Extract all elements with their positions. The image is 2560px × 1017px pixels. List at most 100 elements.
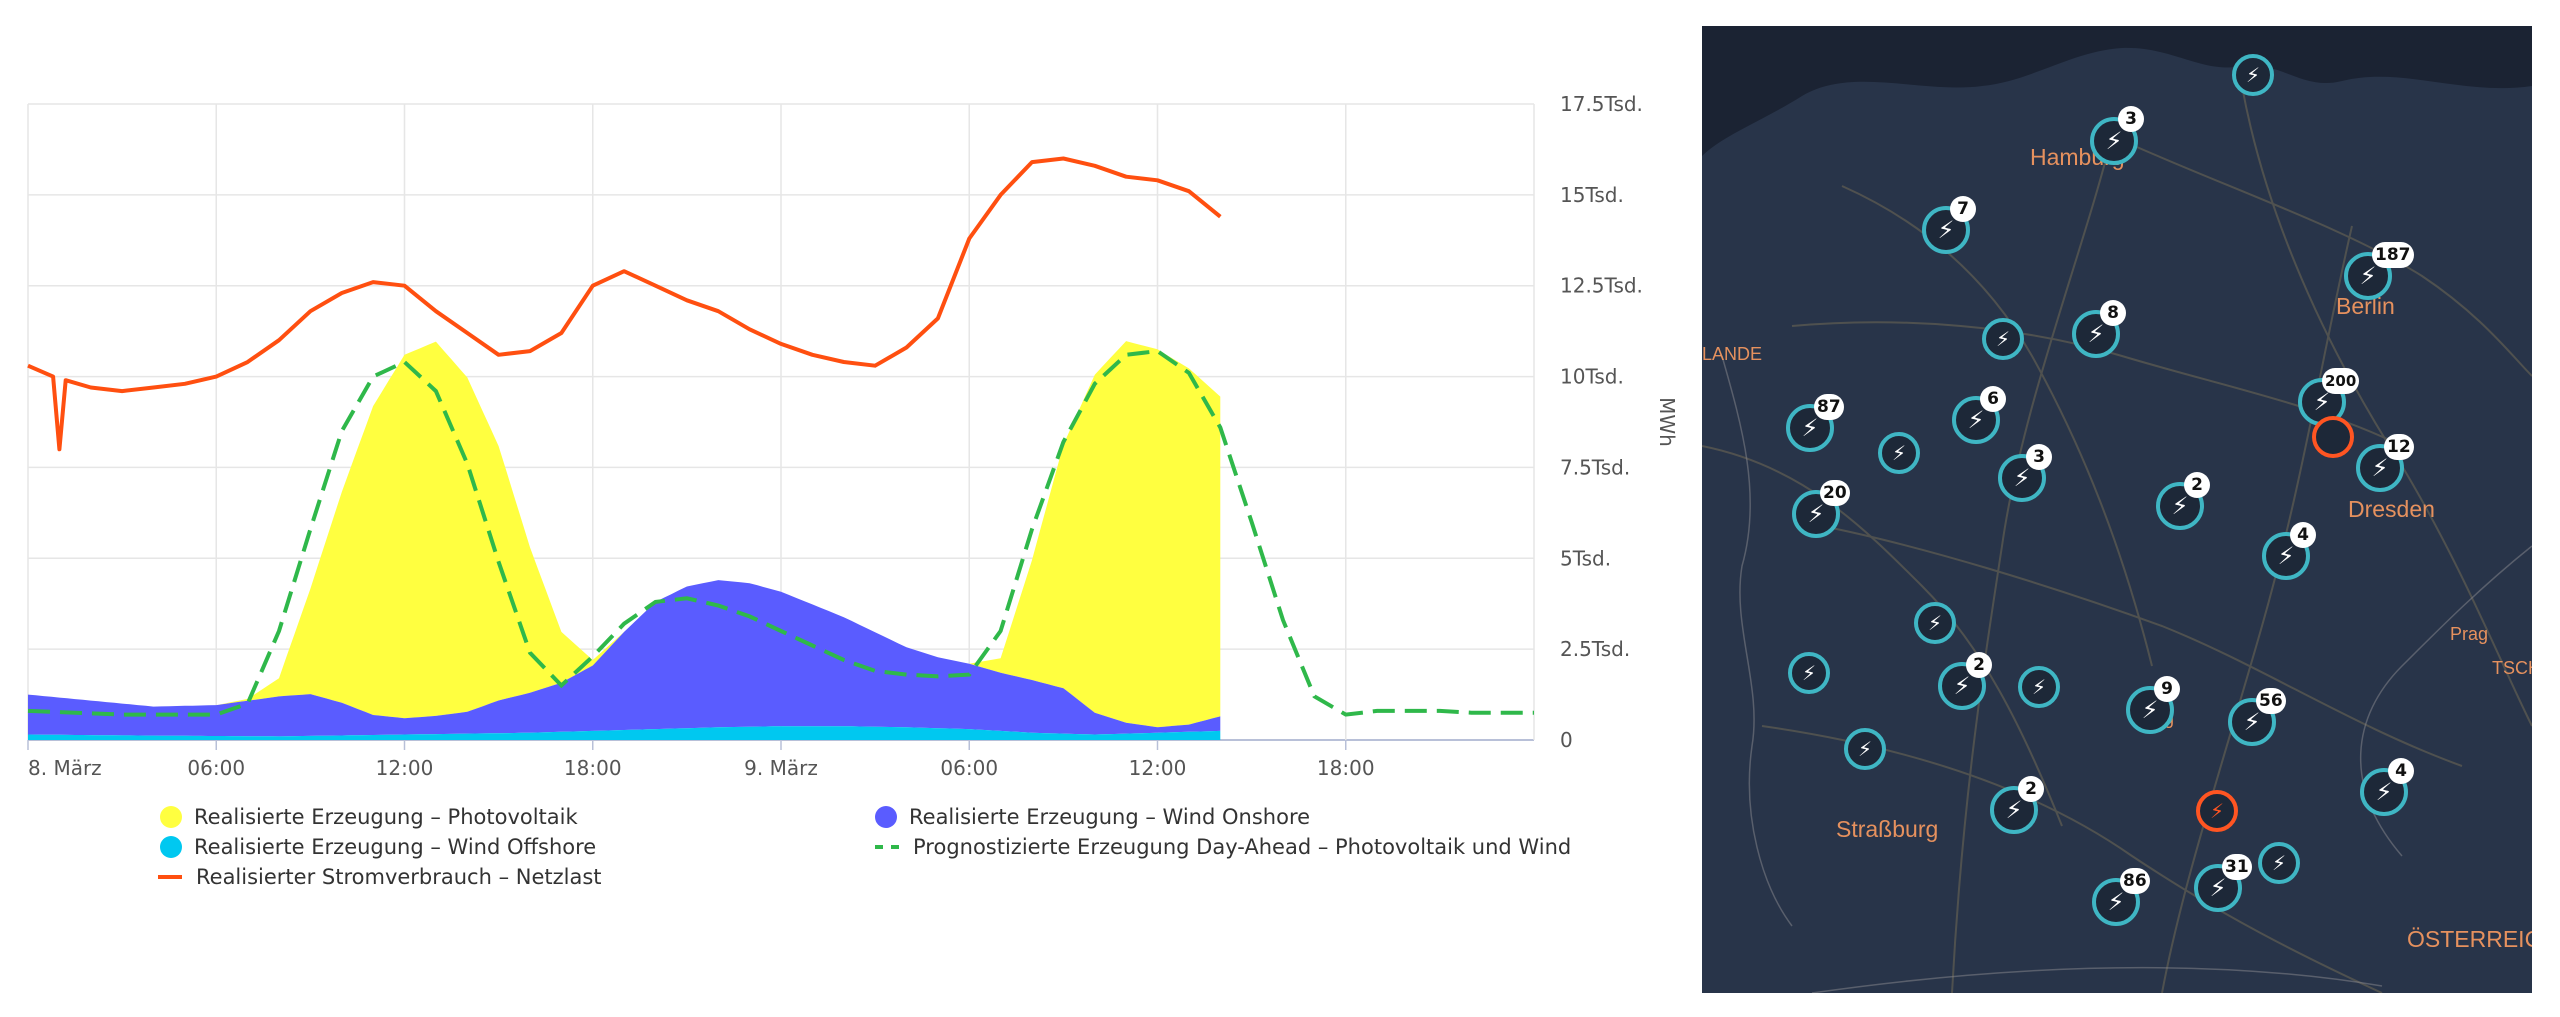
line-netzlast [27,156,1222,452]
area-wind-onshore [28,580,1221,737]
map-marker[interactable]: ⚡ [1844,728,1886,770]
person-lightning-icon: ⚡ [1953,672,1971,700]
city-label: Dresden [2348,496,2435,522]
legend-item-wind-offshore[interactable]: Realisierte Erzeugung – Wind Offshore [160,835,596,859]
legend-line-icon [158,875,182,879]
chart-legend: Realisierte Erzeugung – Photovoltaik Rea… [150,805,1600,915]
map-marker[interactable]: ⚡ [1878,432,1920,474]
y-tick-label: 2.5Tsd. [1560,637,1630,661]
area-photovoltaik [28,341,1221,728]
y-tick-label: 10Tsd. [1560,365,1624,389]
map-marker[interactable]: ⚡ [1982,318,2024,360]
map-marker[interactable]: ⚡ [1914,602,1956,644]
line-prognose [27,349,1534,717]
lightning-icon: ⚡ [2271,851,2287,875]
legend-item-photovoltaik[interactable]: Realisierte Erzeugung – Photovoltaik [160,805,578,829]
city-label: Prag [2450,624,2489,644]
person-lightning-icon: ⚡ [1801,414,1819,442]
map-marker[interactable]: ⚡ [2232,54,2274,96]
map-marker[interactable]: ⚡ [2156,482,2204,530]
map-marker[interactable]: ⚡ [2018,666,2060,708]
person-lightning-icon: ⚡ [1807,500,1825,528]
person-lightning-icon: ⚡ [1967,406,1985,434]
person-lightning-icon: ⚡ [1937,216,1955,244]
y-tick-label: 12.5Tsd. [1560,274,1643,298]
person-lightning-icon: ⚡ [2359,262,2377,290]
marker-count-badge: 3 [2118,106,2144,132]
city-label: ÖSTERREICH [2407,926,2532,952]
marker-count-badge: 4 [2388,758,2414,784]
map-marker[interactable]: ⚡ [2258,842,2300,884]
legend-label: Realisierte Erzeugung – Wind Offshore [194,835,597,859]
person-lightning-icon: ⚡ [1995,327,2011,351]
person-lightning-icon: ⚡ [2105,127,2123,155]
marker-count-badge: 2 [2184,472,2210,498]
y-tick-label: 17.5Tsd. [1560,92,1643,116]
person-lightning-icon: ⚡ [1891,441,1907,465]
area-wind-offshore [28,726,1221,740]
marker-count-badge: 87 [1814,394,1844,420]
legend-label: Prognostizierte Erzeugung Day-Ahead – Ph… [913,835,1572,859]
person-lightning-icon: ⚡ [2375,778,2393,806]
person-lightning-icon: ⚡ [2107,888,2125,916]
chart-lines [27,156,1534,717]
marker-count-badge: 7 [1950,196,1976,222]
y-axis-label: MWh [1655,397,1679,447]
map-marker-highlight[interactable] [2312,416,2354,458]
marker-count-badge: 187 [2372,242,2414,268]
germany-map[interactable]: Hamburg Berlin Dresden Straßburg ÖSTERRE… [1702,26,2532,993]
legend-dot-icon [160,806,182,828]
person-lightning-icon: ⚡ [2005,796,2023,824]
chart: 8. März 06:00 12:00 18:00 9. März 06:00 12:00 1… [27,92,1679,780]
marker-count-badge: 2 [2018,776,2044,802]
map-marker[interactable]: ⚡ [1922,206,1970,254]
person-lightning-icon: ⚡ [2371,454,2389,482]
legend-item-wind-onshore[interactable]: Realisierte Erzeugung – Wind Onshore [875,805,1310,829]
marker-count-badge: 20 [1820,480,1850,506]
x-axis-ticks: 8. März 06:00 12:00 18:00 9. März 06:00 12:00 1… [28,756,1375,780]
marker-count-badge: 3 [2026,444,2052,470]
chart-areas [28,341,1221,740]
map-marker[interactable]: ⚡ [2072,310,2120,358]
person-lightning-icon: ⚡ [2087,320,2105,348]
legend-label: Realisierte Erzeugung – Photovoltaik [194,805,578,829]
lightning-icon: ⚡ [2209,799,2225,823]
legend-dashed-line-icon [875,845,899,849]
legend-label: Realisierter Stromverbrauch – Netzlast [196,865,602,889]
marker-count-badge: 2 [1966,652,1992,678]
person-lightning-icon: ⚡ [2277,542,2295,570]
map-marker[interactable]: ⚡ [1788,652,1830,694]
y-tick-label: 15Tsd. [1560,183,1624,207]
x-tick-label: 9. März [744,756,818,780]
map-marker[interactable]: ⚡ [1952,396,2000,444]
person-lightning-icon: ⚡ [2243,708,2261,736]
x-tick-label: 12:00 [1129,756,1187,780]
person-lightning-icon: ⚡ [2013,464,2031,492]
legend-label: Realisierte Erzeugung – Wind Onshore [909,805,1311,829]
marker-count-badge: 6 [1980,386,2006,412]
x-tick-label: 18:00 [1317,756,1375,780]
map-marker[interactable]: ⚡ [2360,768,2408,816]
city-label: LANDE [1702,344,1763,364]
marker-count-badge: 31 [2222,854,2252,880]
legend-item-netzlast[interactable]: Realisierter Stromverbrauch – Netzlast [158,865,602,889]
map-marker-highlight[interactable]: ⚡ [2196,790,2238,832]
y-axis-ticks: 0 2.5Tsd. 5Tsd. 7.5Tsd. 10Tsd. 12.5Tsd. 15Tsd.… [1560,92,1643,752]
legend-dot-icon [160,836,182,858]
person-lightning-icon: ⚡ [2245,63,2261,87]
legend-item-prognose[interactable]: Prognostizierte Erzeugung Day-Ahead – Ph… [875,835,1571,859]
legend-dot-icon [875,806,897,828]
map-marker[interactable]: ⚡ [1792,490,1840,538]
person-lightning-icon: ⚡ [1857,737,1873,761]
city-label: TSCHE [2492,658,2532,678]
y-tick-label: 5Tsd. [1560,546,1611,570]
y-tick-label: 0 [1560,728,1573,752]
marker-count-badge: 8 [2100,300,2126,326]
marker-count-badge: 12 [2384,434,2414,460]
person-lightning-icon: ⚡ [1927,611,1943,635]
x-tick-label: 06:00 [187,756,245,780]
map-marker[interactable]: ⚡ [1990,786,2038,834]
marker-count-badge: 4 [2290,522,2316,548]
marker-count-badge: 200 [2322,368,2360,394]
marker-count-badge: 56 [2256,688,2286,714]
